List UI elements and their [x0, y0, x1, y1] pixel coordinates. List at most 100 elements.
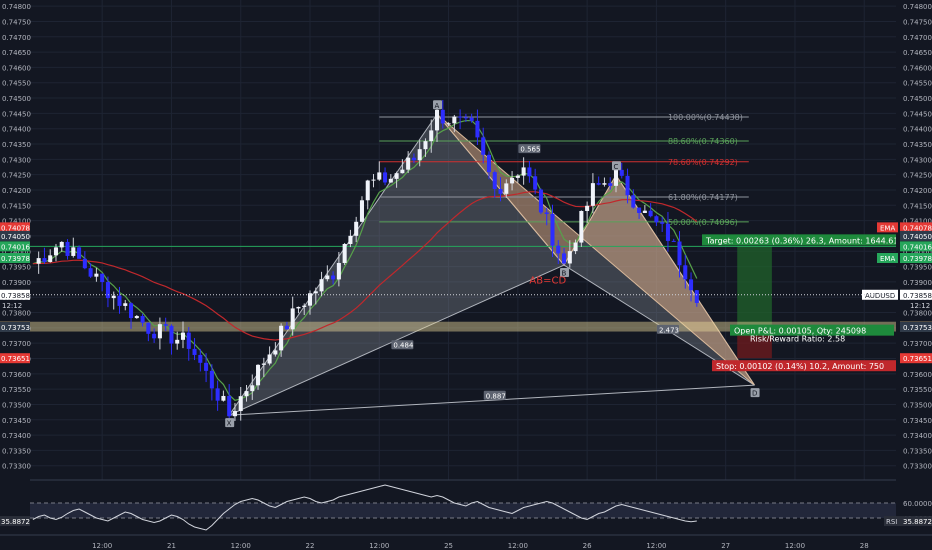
candle	[146, 322, 151, 334]
price-tag: AUDUSD	[865, 292, 895, 300]
y-tick-right: 0.73900	[903, 279, 932, 287]
candle	[227, 395, 232, 417]
fib-label: 61.80%(0.74177)	[668, 193, 738, 202]
candle	[221, 395, 226, 401]
price-label-left: 0.74050	[1, 233, 30, 241]
y-tick-left: 0.74700	[2, 34, 31, 42]
candle	[631, 195, 636, 208]
candle	[209, 370, 214, 389]
candle	[694, 290, 699, 303]
candle	[596, 183, 601, 185]
y-tick-right: 0.74300	[903, 156, 932, 164]
y-tick-right: 0.73450	[903, 417, 932, 425]
price-label-left-bg	[0, 241, 30, 252]
candle	[434, 109, 440, 131]
candle	[342, 243, 347, 263]
y-tick-left: 0.73500	[2, 401, 31, 409]
price-label-right-bg	[900, 321, 932, 332]
candle	[562, 253, 567, 264]
fib-levels: 100.00%(0.74438) 88.60%(0.74360) 78.60%(0.…	[379, 113, 749, 227]
fib-label: 88.60%(0.74360)	[668, 137, 738, 146]
point-B-bg	[560, 268, 570, 278]
candle	[331, 275, 336, 280]
candle	[284, 325, 289, 330]
y-tick-right: 0.74750	[903, 18, 932, 26]
price-label-right-bg	[900, 230, 932, 241]
candle	[625, 175, 630, 196]
price-label-left: 0.73978	[1, 255, 30, 263]
rsi-line	[32, 484, 697, 531]
price-tag: EMA	[880, 224, 895, 232]
candle	[53, 247, 59, 256]
y-tick-left: 0.74500	[2, 95, 31, 103]
candle	[648, 210, 653, 217]
candle	[117, 295, 122, 306]
point-D: D	[752, 390, 757, 398]
rsi-current-left: 35.8872	[1, 518, 30, 526]
candle	[313, 291, 318, 294]
point-C-bg	[611, 161, 621, 171]
candle	[400, 169, 405, 174]
countdown-left: 12:12	[2, 302, 22, 310]
price-tag: EMA	[880, 255, 895, 263]
candle	[486, 154, 492, 173]
x-tick: 12:00	[646, 542, 666, 550]
y-tick-right: 0.73500	[903, 401, 932, 409]
candle	[579, 210, 584, 243]
x-tick: 12:00	[231, 542, 251, 550]
price-label-right: 0.74050	[903, 233, 932, 241]
y-tick-left: 0.73350	[2, 447, 31, 455]
y-tick-right: 0.73800	[903, 310, 932, 318]
price-label-right: 0.74016	[903, 243, 932, 251]
candle	[250, 385, 255, 392]
candle	[232, 411, 237, 417]
target-zone	[737, 246, 772, 327]
price-label-left: 0.73753	[1, 324, 30, 332]
candle	[677, 241, 682, 266]
ratio-bg	[391, 340, 414, 350]
candle	[180, 332, 186, 340]
price-label-left: 0.73858	[1, 292, 30, 300]
candle	[186, 332, 191, 349]
candle	[429, 130, 434, 142]
ratio-label: 0.565	[520, 146, 540, 154]
y-tick-left: 0.74550	[2, 80, 31, 88]
price-label-left-bg	[0, 289, 30, 300]
candle	[544, 212, 549, 214]
y-tick-right: 0.74550	[903, 80, 932, 88]
target-label: Target: 0.00263 (0.36%) 26.3, Amount: 16…	[705, 236, 898, 245]
candle	[411, 157, 416, 161]
position-tool[interactable]: Target: 0.00263 (0.36%) 26.3, Amount: 16…	[30, 234, 932, 372]
price-label-right-bg	[900, 222, 932, 233]
ratio-bg	[483, 390, 506, 400]
candle	[175, 339, 180, 344]
price-label-left: 0.73651	[1, 355, 30, 363]
candle	[140, 316, 145, 323]
stop-label-box	[712, 360, 923, 372]
price-label-left-bg	[0, 252, 30, 263]
y-tick-right: 0.73350	[903, 447, 932, 455]
y-tick-left: 0.73800	[2, 310, 31, 318]
y-tick-right: 0.74500	[903, 95, 932, 103]
candle	[585, 205, 590, 211]
fib-label: 78.60%(0.74292)	[668, 158, 738, 167]
candle	[215, 388, 220, 401]
ratio-label: 2.473	[659, 326, 679, 334]
candle	[256, 364, 261, 386]
y-tick-left: 0.74750	[2, 18, 31, 26]
ratio-bg	[518, 144, 541, 154]
y-tick-left: 0.73950	[2, 264, 31, 272]
candle	[665, 223, 670, 241]
y-tick-left: 0.73600	[2, 371, 31, 379]
price-label-right: 0.73858	[903, 292, 932, 300]
price-tag-bg	[877, 252, 898, 263]
candle	[261, 363, 266, 365]
candle	[169, 325, 174, 344]
candle	[406, 157, 411, 170]
price-axis[interactable]: 0.74800 0.74800 0.74750 0.74750 0.74700 0.747…	[0, 0, 932, 478]
time-axis[interactable]: 12:00 21 12:00 22 12:00 25 12:00 26 12:00 27 12:00…	[0, 534, 932, 550]
price-label-right: 0.73651	[903, 355, 932, 363]
candle	[567, 251, 572, 264]
